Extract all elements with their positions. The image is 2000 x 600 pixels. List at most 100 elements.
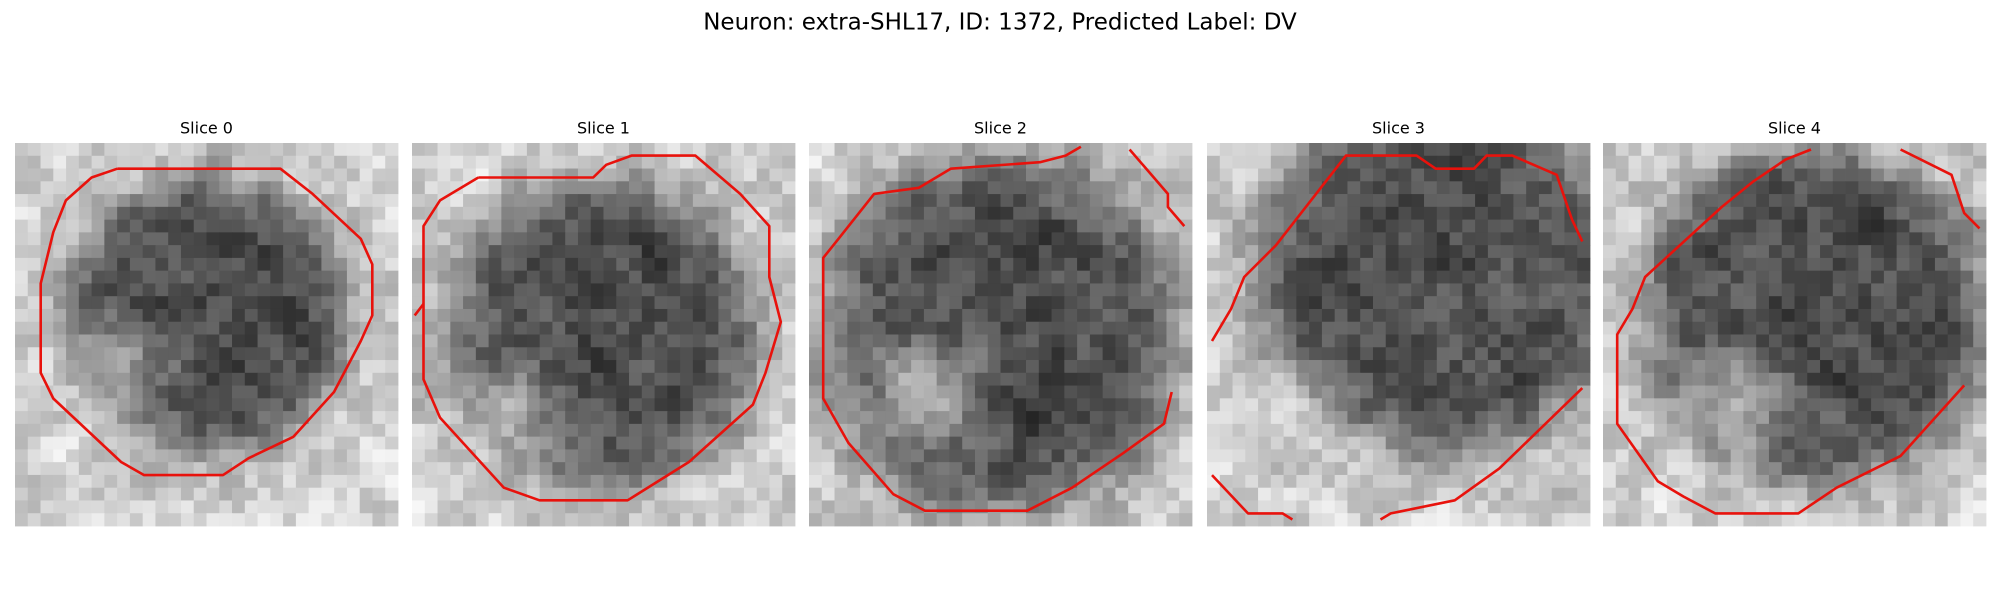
pixel bbox=[1654, 500, 1668, 514]
pixel bbox=[346, 449, 361, 463]
pixel bbox=[705, 283, 719, 297]
pixel bbox=[1871, 334, 1885, 348]
pixel bbox=[590, 474, 604, 489]
pixel bbox=[334, 232, 348, 246]
pixel bbox=[860, 462, 874, 476]
pixel bbox=[1347, 334, 1361, 348]
pixel bbox=[834, 257, 848, 272]
pixel bbox=[359, 513, 373, 527]
pixel bbox=[1717, 308, 1732, 323]
pixel bbox=[1245, 232, 1259, 246]
pixel bbox=[629, 462, 643, 476]
pixel bbox=[1794, 168, 1808, 182]
pixel bbox=[936, 398, 950, 412]
pixel bbox=[1973, 513, 1987, 527]
pixel bbox=[1947, 143, 1961, 157]
pixel bbox=[334, 462, 348, 476]
pixel bbox=[872, 474, 886, 489]
pixel bbox=[1424, 423, 1438, 438]
pixel bbox=[629, 372, 643, 386]
pixel bbox=[872, 219, 886, 233]
pixel bbox=[463, 398, 477, 412]
pixel bbox=[1538, 194, 1553, 208]
pixel bbox=[180, 296, 195, 310]
pixel bbox=[1038, 385, 1052, 399]
pixel bbox=[1140, 283, 1155, 297]
pixel bbox=[718, 321, 732, 335]
pixel bbox=[1372, 385, 1387, 399]
pixel bbox=[1730, 321, 1744, 335]
pixel bbox=[526, 296, 541, 310]
pixel bbox=[283, 206, 297, 220]
pixel bbox=[743, 296, 758, 310]
pixel bbox=[1436, 462, 1450, 476]
pixel bbox=[1179, 181, 1193, 195]
pixel bbox=[1321, 449, 1336, 463]
pixel bbox=[923, 360, 938, 374]
pixel bbox=[1283, 308, 1297, 323]
pixel bbox=[1436, 168, 1450, 182]
pixel bbox=[168, 474, 182, 489]
pixel bbox=[1000, 168, 1014, 182]
pixel bbox=[1411, 168, 1425, 182]
pixel bbox=[346, 257, 361, 272]
pixel bbox=[629, 206, 643, 220]
pixel bbox=[654, 436, 668, 450]
contour bbox=[422, 154, 783, 502]
pixel bbox=[1577, 513, 1591, 527]
pixel bbox=[1296, 474, 1310, 489]
pixel bbox=[705, 321, 719, 335]
pixel bbox=[283, 232, 297, 246]
pixel bbox=[1283, 232, 1297, 246]
pixel bbox=[1038, 449, 1052, 463]
pixel bbox=[1270, 347, 1284, 361]
pixel bbox=[488, 423, 502, 438]
pixel bbox=[1296, 423, 1310, 438]
pixel bbox=[1258, 334, 1272, 348]
pixel bbox=[1102, 143, 1116, 157]
pixel bbox=[142, 206, 156, 220]
pixel bbox=[1064, 372, 1078, 386]
pixel bbox=[1309, 436, 1323, 450]
pixel bbox=[1462, 232, 1476, 246]
pixel bbox=[1692, 155, 1706, 169]
pixel bbox=[1207, 296, 1221, 310]
pixel bbox=[1896, 449, 1910, 463]
pixel bbox=[1832, 143, 1846, 157]
pixel bbox=[321, 232, 335, 246]
pixel bbox=[974, 194, 989, 208]
pixel bbox=[885, 232, 899, 246]
pixel bbox=[565, 372, 579, 386]
pixel bbox=[1883, 347, 1898, 361]
pixel bbox=[1026, 181, 1040, 195]
pixel bbox=[1436, 398, 1450, 412]
pixel bbox=[860, 360, 874, 374]
pixel bbox=[1487, 181, 1502, 195]
pixel bbox=[1845, 181, 1859, 195]
pixel bbox=[1909, 436, 1923, 450]
pixel bbox=[40, 181, 54, 195]
pixel bbox=[1232, 385, 1246, 399]
pixel bbox=[53, 143, 67, 157]
pixel bbox=[782, 411, 796, 425]
pixel bbox=[821, 462, 835, 476]
pixel bbox=[1309, 385, 1323, 399]
pixel bbox=[295, 219, 310, 233]
pixel bbox=[1462, 398, 1476, 412]
pixel bbox=[219, 360, 233, 374]
pixel bbox=[692, 334, 707, 348]
pixel bbox=[66, 283, 80, 297]
pixel bbox=[232, 449, 246, 463]
pixel bbox=[898, 206, 912, 220]
pixel bbox=[1717, 500, 1732, 514]
pixel bbox=[949, 436, 963, 450]
pixel bbox=[1768, 423, 1783, 438]
pixel bbox=[501, 168, 515, 182]
pixel bbox=[66, 487, 80, 501]
pixel bbox=[769, 360, 783, 374]
pixel bbox=[1372, 347, 1387, 361]
pixel bbox=[1756, 347, 1770, 361]
pixel bbox=[565, 245, 579, 259]
pixel bbox=[1628, 423, 1642, 438]
pixel bbox=[168, 385, 182, 399]
